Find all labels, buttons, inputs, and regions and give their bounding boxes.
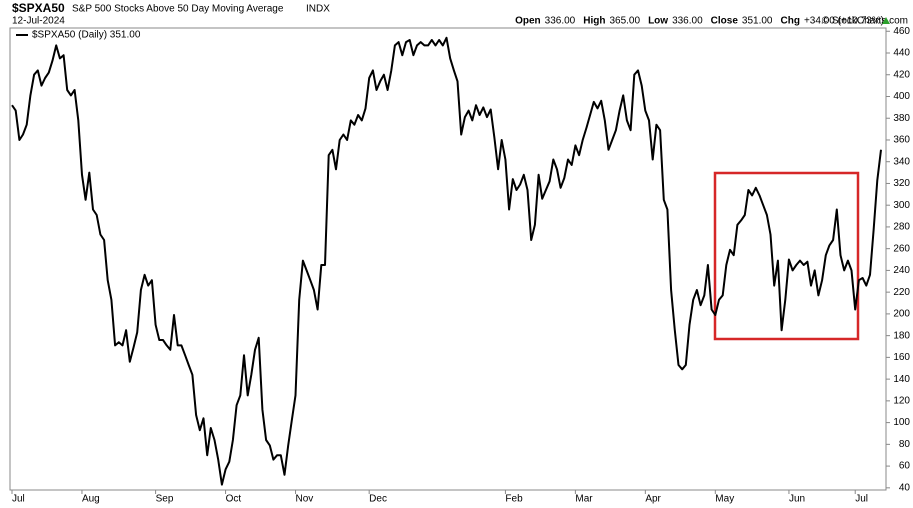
y-tick-label: 440 (893, 48, 910, 59)
exchange: INDX (306, 4, 330, 15)
x-tick-label: Nov (296, 494, 314, 505)
y-tick-label: 80 (899, 439, 911, 450)
quote-label: High (583, 16, 605, 27)
date: 12-Jul-2024 (12, 16, 65, 27)
quote-value: 365.00 (609, 16, 640, 27)
quote-label: Close (711, 16, 739, 27)
y-tick-label: 100 (893, 417, 910, 428)
x-tick-label: Feb (505, 494, 523, 505)
quote-value: 336.00 (545, 16, 576, 27)
y-tick-label: 220 (893, 287, 910, 298)
y-tick-label: 420 (893, 69, 910, 80)
y-tick-label: 120 (893, 396, 910, 407)
symbol: $SPXA50 (12, 1, 65, 15)
change-arrow (882, 17, 890, 24)
quote-value: 336.00 (672, 16, 703, 27)
quote-value: +34.00 (+10.73%) (804, 16, 884, 27)
y-tick-label: 40 (899, 482, 911, 493)
index-name: S&P 500 Stocks Above 50 Day Moving Avera… (72, 4, 284, 15)
y-tick-label: 160 (893, 352, 910, 363)
x-tick-label: Jul (855, 494, 868, 505)
y-tick-label: 380 (893, 113, 910, 124)
line (11, 36, 882, 486)
x-tick-label: Apr (645, 494, 661, 505)
quote-label: Open (515, 16, 541, 27)
y-tick-label: 240 (893, 265, 910, 276)
y-tick-label: 60 (899, 461, 911, 472)
x-tick-label: Mar (575, 494, 593, 505)
x-tick-label: Jun (789, 494, 805, 505)
legend-label: $SPXA50 (Daily) 351.00 (32, 30, 141, 41)
quote-value: 351.00 (742, 16, 773, 27)
x-tick-label: Sep (156, 494, 174, 505)
x-tick-label: Oct (226, 494, 242, 505)
y-tick-label: 280 (893, 222, 910, 233)
y-tick-label: 200 (893, 309, 910, 320)
highlight-box (713, 171, 860, 341)
y-tick-label: 300 (893, 200, 910, 211)
source: © StockCharts.com (822, 16, 908, 27)
x-tick-label: Dec (369, 494, 387, 505)
y-tick-label: 400 (893, 91, 910, 102)
quote-label: Chg (780, 16, 799, 27)
x-tick-label: Aug (82, 494, 100, 505)
x-tick-label: May (715, 494, 734, 505)
plot-frame (9, 27, 887, 491)
y-tick-label: 460 (893, 26, 910, 37)
quote-label: Low (648, 16, 668, 27)
y-tick-label: 260 (893, 243, 910, 254)
y-tick-label: 180 (893, 330, 910, 341)
y-tick-label: 140 (893, 374, 910, 385)
y-tick-label: 360 (893, 135, 910, 146)
x-tick-label: Jul (12, 494, 25, 505)
y-tick-label: 340 (893, 156, 910, 167)
y-tick-label: 320 (893, 178, 910, 189)
